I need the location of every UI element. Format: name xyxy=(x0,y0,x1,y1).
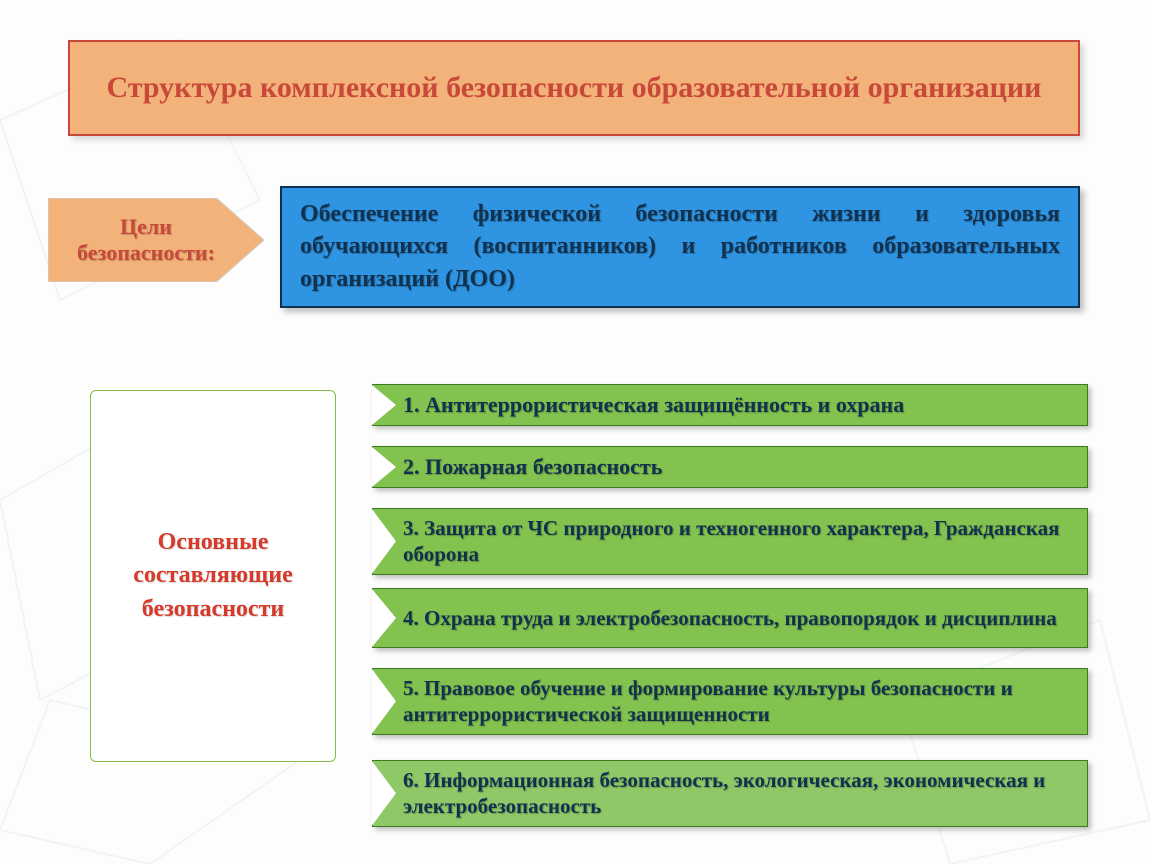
component-item-text: 2. Пожарная безопасность xyxy=(403,453,662,481)
component-item-text: 5. Правовое обучение и формирование куль… xyxy=(403,675,1069,728)
component-item-2: 2. Пожарная безопасность xyxy=(372,446,1088,488)
component-item-3: 3. Защита от ЧС природного и техногенног… xyxy=(372,508,1088,575)
goals-arrow: Цели безопасности: xyxy=(48,198,264,282)
component-item-text: 1. Антитеррористическая защищённость и о… xyxy=(403,391,904,419)
chevron-notch-icon xyxy=(372,669,396,734)
goals-arrow-label: Цели безопасности: xyxy=(48,214,264,267)
goals-description-text: Обеспечение физической безопасности жизн… xyxy=(300,201,1060,292)
chevron-notch-icon xyxy=(372,761,396,826)
chevron-notch-icon xyxy=(372,509,396,574)
main-title: Структура комплексной безопасности образ… xyxy=(68,40,1080,136)
chevron-notch-icon xyxy=(372,385,396,425)
component-item-text: 4. Охрана труда и электробезопасность, п… xyxy=(403,605,1057,631)
component-item-5: 5. Правовое обучение и формирование куль… xyxy=(372,668,1088,735)
components-box: Основные составляющие безопасности xyxy=(90,390,336,762)
components-line-2: составляющие xyxy=(133,559,293,593)
component-item-4: 4. Охрана труда и электробезопасность, п… xyxy=(372,588,1088,648)
components-box-text: Основные составляющие безопасности xyxy=(133,526,293,627)
component-item-6: 6. Информационная безопасность, экологич… xyxy=(372,760,1088,827)
components-line-3: безопасности xyxy=(133,593,293,627)
chevron-notch-icon xyxy=(372,447,396,487)
components-line-1: Основные xyxy=(133,526,293,560)
component-item-text: 6. Информационная безопасность, экологич… xyxy=(403,767,1069,820)
goals-description: Обеспечение физической безопасности жизн… xyxy=(280,186,1080,308)
main-title-text: Структура комплексной безопасности образ… xyxy=(107,69,1042,107)
component-item-1: 1. Антитеррористическая защищённость и о… xyxy=(372,384,1088,426)
component-item-text: 3. Защита от ЧС природного и техногенног… xyxy=(403,515,1069,568)
chevron-notch-icon xyxy=(372,589,396,647)
